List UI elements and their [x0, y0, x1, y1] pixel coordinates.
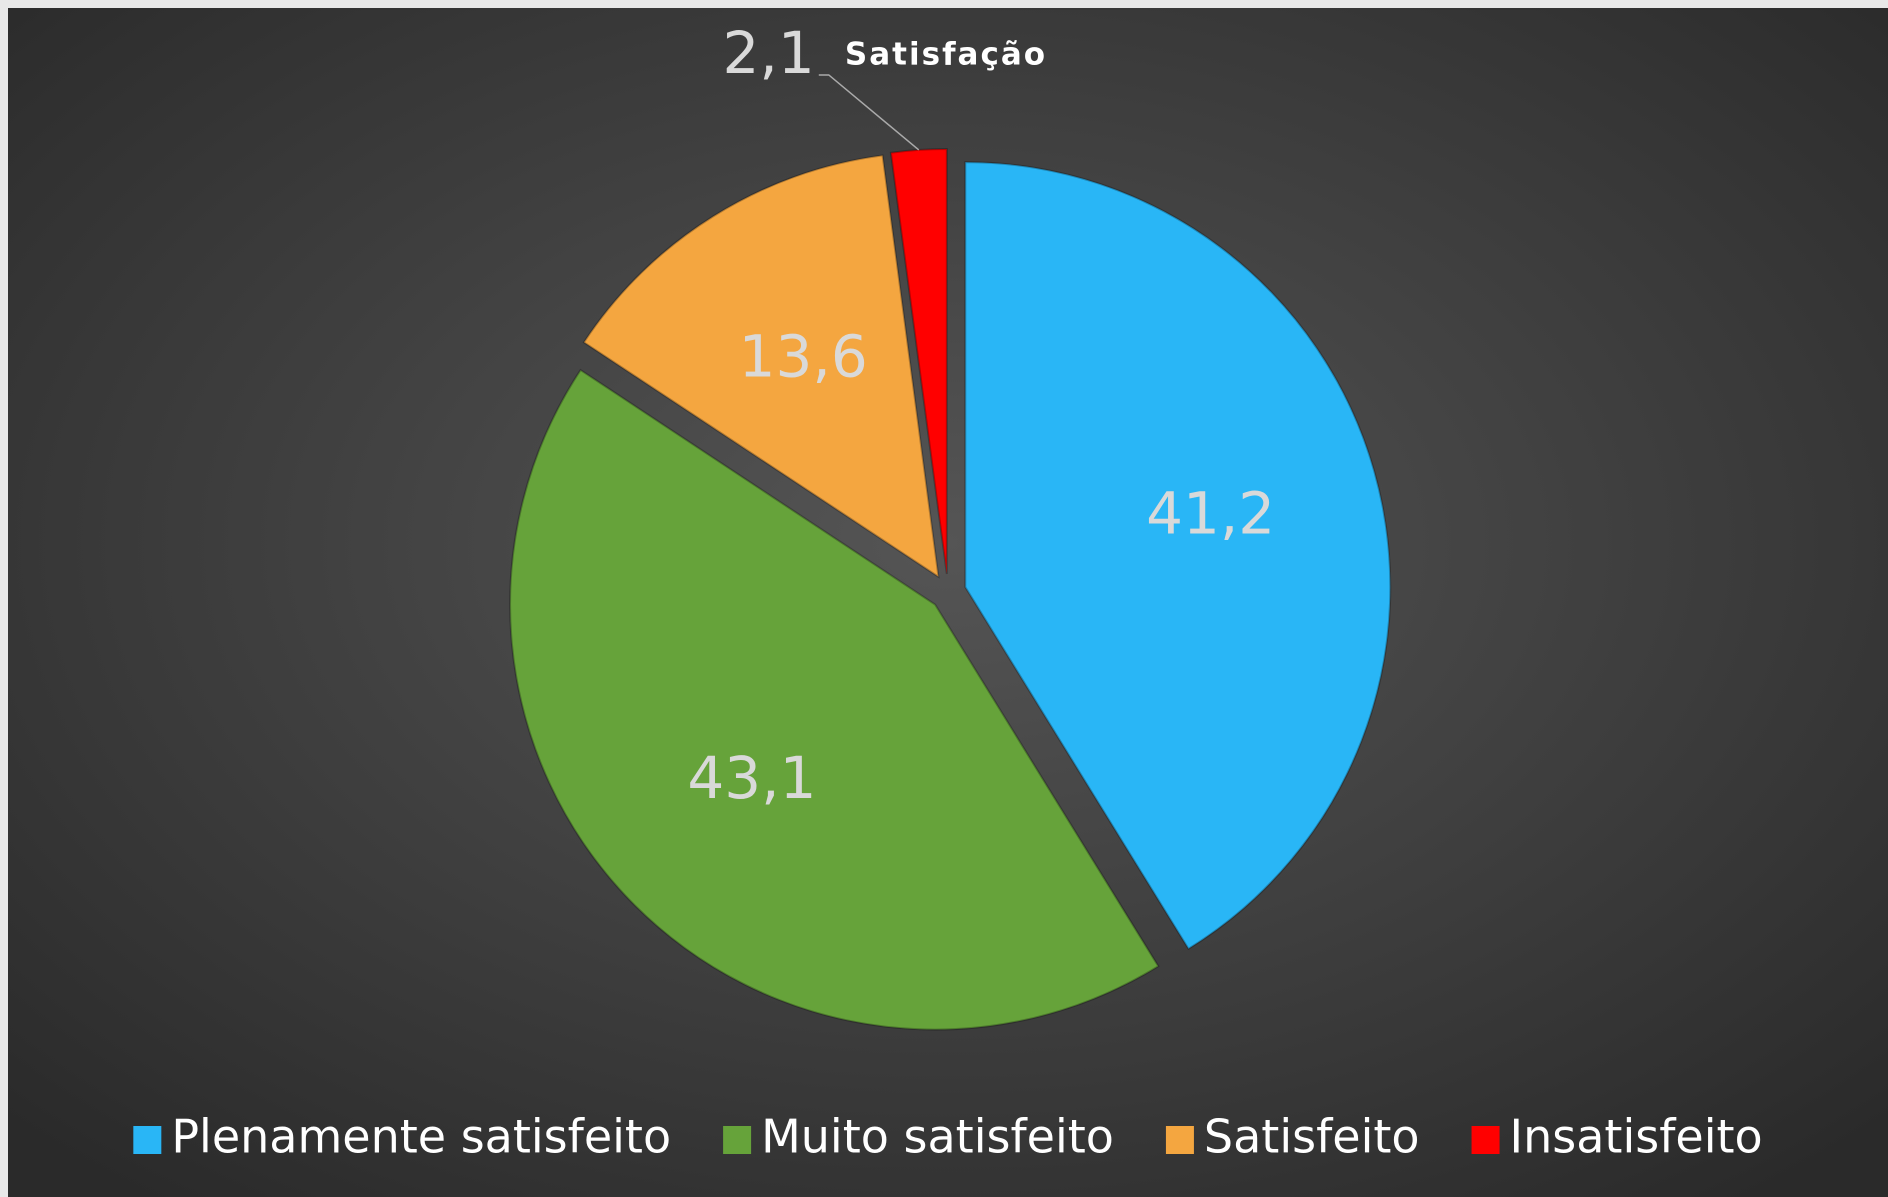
legend-swatch [1165, 1126, 1194, 1154]
legend-label: Muito satisfeito [761, 1110, 1114, 1164]
legend-swatch [723, 1126, 752, 1154]
data-label: 2,1 [723, 19, 815, 87]
legend-label: Plenamente satisfeito [171, 1110, 671, 1164]
pie-slice [582, 154, 940, 579]
pie-slice [509, 368, 1160, 1031]
leader-line [818, 74, 920, 151]
data-label: 41,2 [1146, 480, 1275, 548]
data-label: 13,6 [739, 323, 868, 391]
legend-swatch [133, 1126, 162, 1154]
pie-slice [964, 161, 1392, 951]
chart-title: Satisfação [845, 37, 1047, 73]
legend-label: Insatisfeito [1510, 1110, 1763, 1164]
data-label: 43,1 [687, 744, 816, 812]
legend-label: Satisfeito [1204, 1110, 1420, 1164]
legend-swatch [1471, 1126, 1500, 1154]
